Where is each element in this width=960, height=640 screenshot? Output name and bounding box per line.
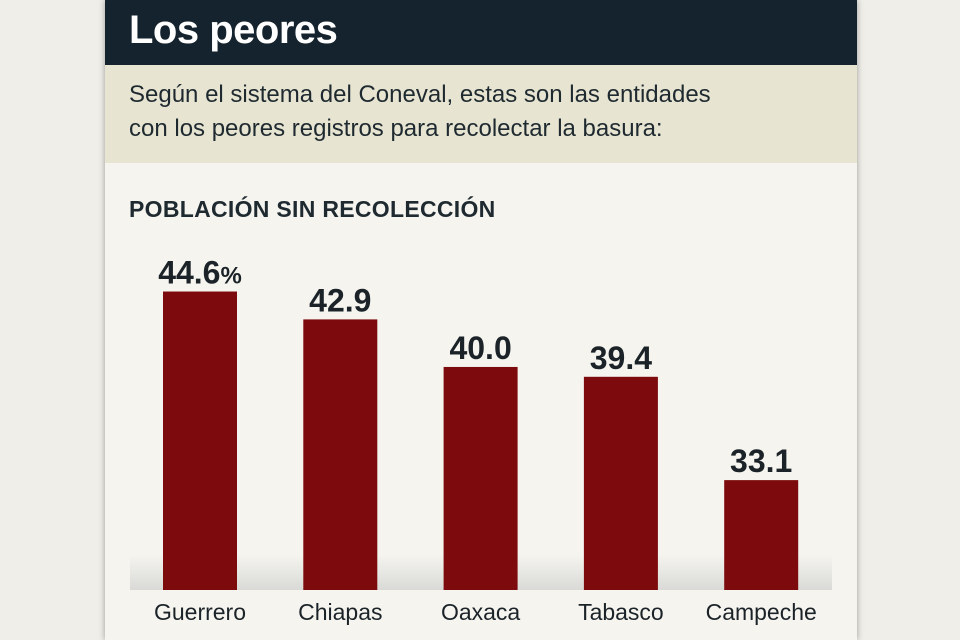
subtitle-band: Según el sistema del Coneval, estas son … bbox=[105, 65, 857, 163]
header-bar: Los peores bbox=[105, 0, 857, 65]
bar-tabasco bbox=[583, 376, 658, 590]
page-title: Los peores bbox=[129, 8, 338, 52]
subtitle-line-1: Según el sistema del Coneval, estas son … bbox=[129, 81, 711, 108]
subtitle-line-2: con los peores registros para recolectar… bbox=[129, 115, 663, 142]
value-label: 42.9 bbox=[309, 282, 371, 318]
category-label: Chiapas bbox=[298, 599, 382, 625]
category-label: Oaxaca bbox=[441, 599, 520, 625]
unit-label: % bbox=[220, 263, 241, 290]
category-label: Campeche bbox=[706, 599, 817, 625]
value-label: 40.0 bbox=[449, 330, 511, 366]
value-label: 44.6% bbox=[158, 255, 242, 291]
value-label: 39.4 bbox=[590, 340, 652, 376]
bar-chiapas bbox=[303, 319, 378, 590]
bar-oaxaca bbox=[443, 366, 518, 590]
bar-guerrero bbox=[163, 291, 237, 590]
bar-campeche bbox=[724, 480, 799, 590]
category-label: Guerrero bbox=[154, 599, 246, 625]
chart-title: POBLACIÓN SIN RECOLECCIÓN bbox=[129, 196, 496, 222]
category-label: Tabasco bbox=[578, 599, 664, 625]
value-label: 33.1 bbox=[730, 443, 792, 479]
